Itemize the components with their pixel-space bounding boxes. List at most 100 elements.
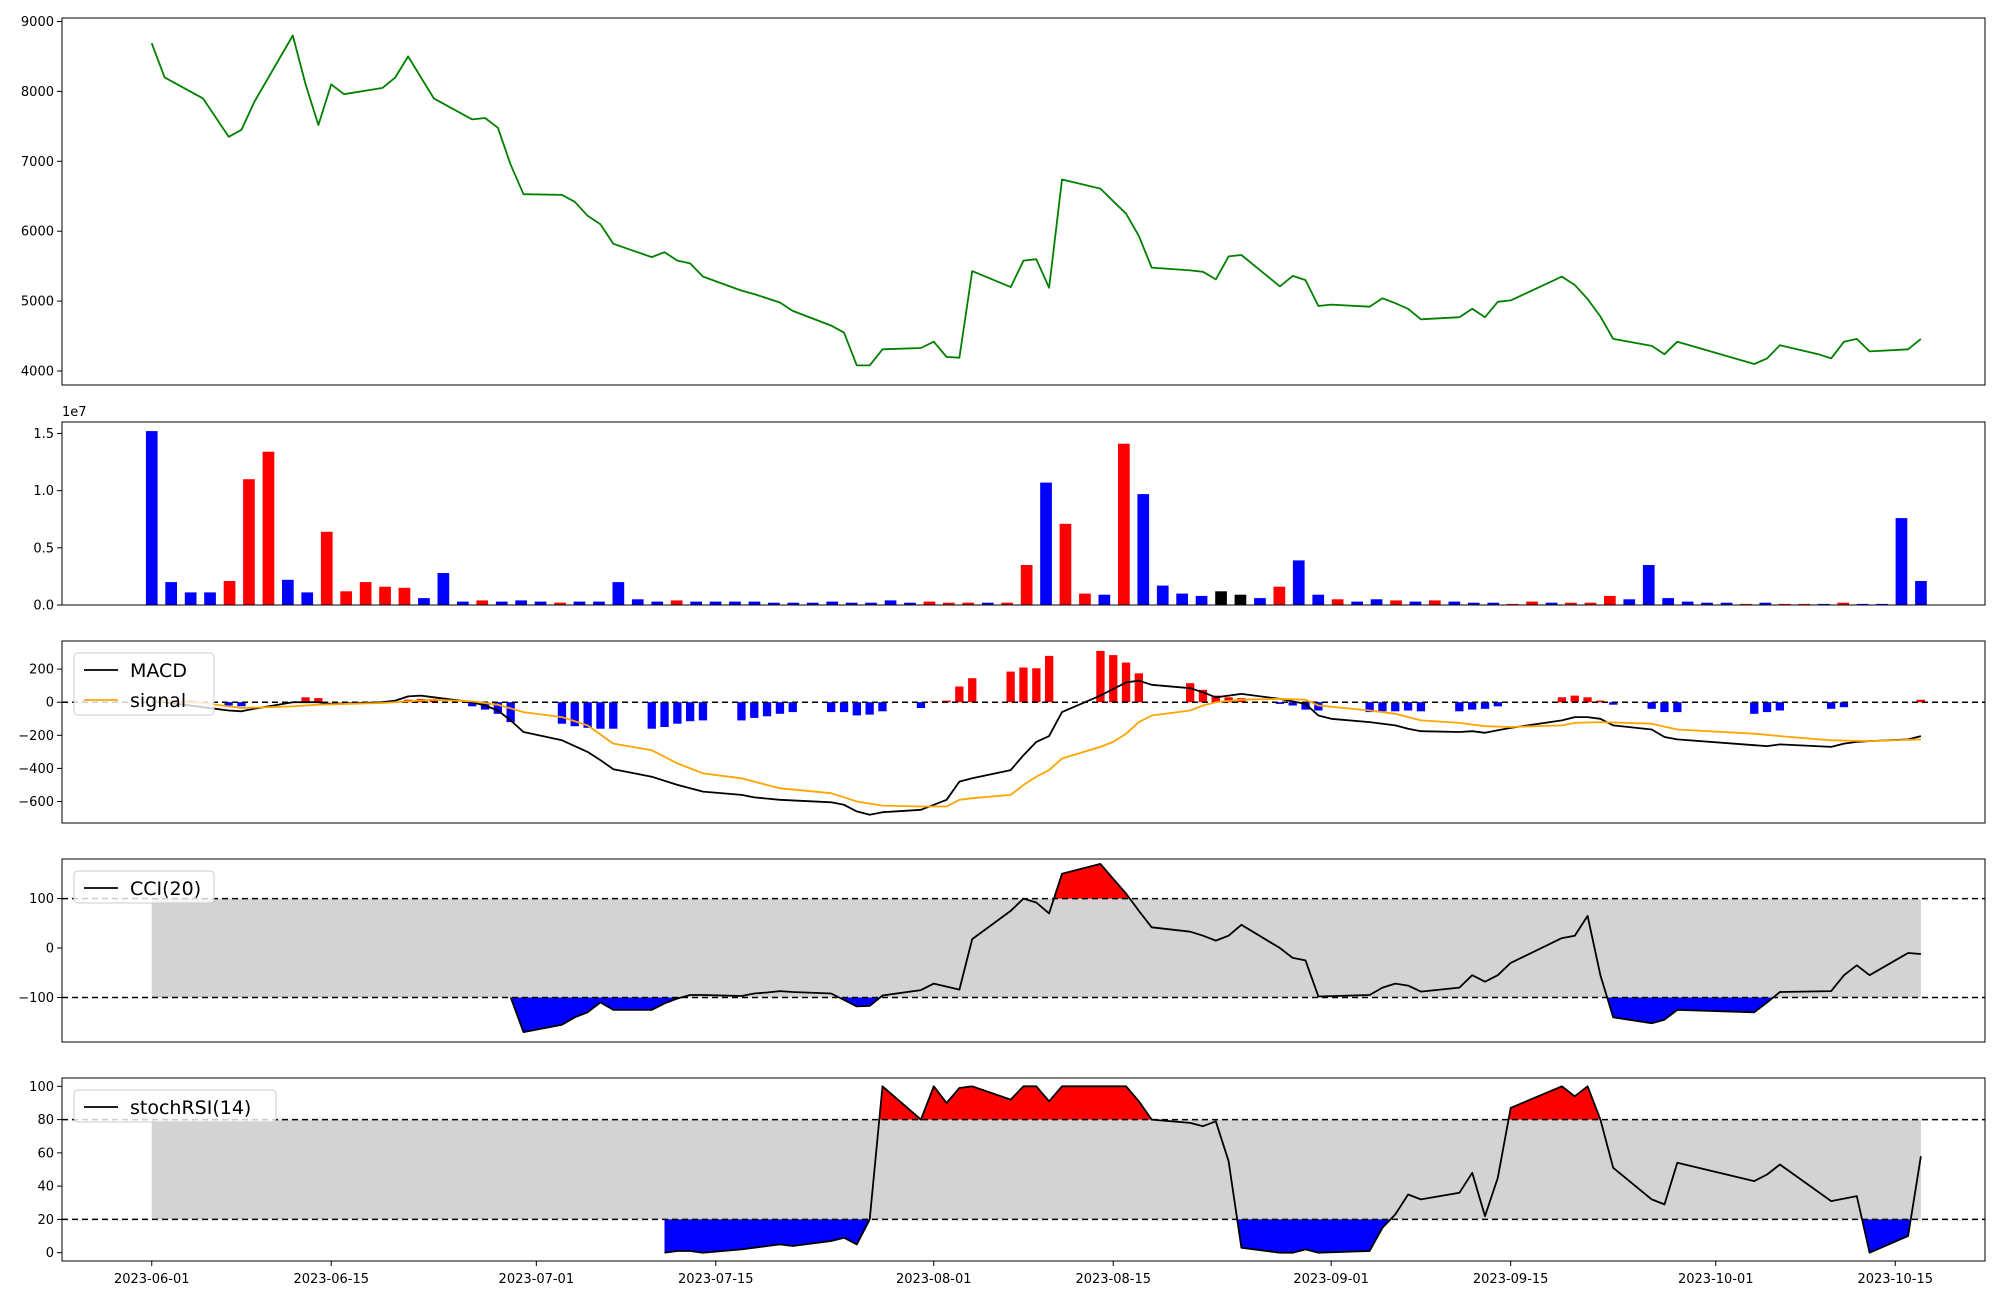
volume-bar (1779, 603, 1791, 605)
volume-bar (534, 601, 547, 605)
stochrsi-overbought-fill (920, 1086, 1152, 1120)
volume-bar (1487, 602, 1500, 605)
macd-histogram-bar (301, 697, 310, 703)
cci-band (151, 898, 1921, 998)
volume-bar (1915, 581, 1927, 605)
price-line (150, 34, 1922, 367)
macd-histogram-bar (1750, 702, 1759, 714)
macd-histogram-bar (1775, 702, 1784, 711)
macd-histogram-bar (839, 702, 849, 713)
volume-bar (1759, 602, 1772, 605)
macd-histogram-bar (1480, 702, 1490, 709)
volume-bar (1895, 518, 1908, 605)
volume-ytick-label: 0.5 (33, 541, 54, 556)
volume-bar (495, 601, 508, 605)
macd-histogram-bar (557, 702, 567, 724)
macd-histogram-bar (1468, 702, 1477, 710)
macd-series-signal (151, 698, 1921, 808)
stochrsi-band (151, 1119, 1921, 1220)
volume-bar (1448, 601, 1461, 605)
macd-histogram-bar (1660, 702, 1669, 713)
macd-ytick-label: −200 (18, 729, 54, 744)
volume-bar (1040, 482, 1052, 605)
volume-bar (1409, 601, 1422, 605)
macd-histogram-bar (1378, 702, 1387, 712)
volume-bar (1234, 594, 1247, 605)
volume-bar (845, 602, 858, 605)
volume-bar (923, 601, 936, 605)
volume-bar (806, 602, 819, 605)
macd-histogram-bar (1647, 702, 1656, 709)
volume-bar (223, 581, 236, 605)
macd-frame (61, 640, 1986, 824)
macd-histogram-bar (1673, 702, 1682, 713)
volume-bar (709, 601, 722, 605)
volume-bar (787, 602, 800, 605)
stochrsi-ytick-label: 100 (29, 1080, 54, 1095)
macd-histogram-bar (1455, 702, 1464, 712)
volume-bar (1098, 594, 1111, 605)
volume-bar (1390, 600, 1402, 605)
macd-histogram-bar (1570, 695, 1579, 703)
volume-bar (1740, 603, 1752, 605)
volume-ytick-label: 1.5 (33, 427, 54, 442)
macd-histogram-bar (955, 686, 964, 703)
macd-histogram-bar (968, 678, 977, 703)
volume-scale-label: 1e7 (62, 405, 87, 420)
macd-histogram-bar (1391, 702, 1400, 712)
volume-bar (1429, 600, 1441, 605)
macd-histogram-bar (865, 702, 874, 715)
volume-bar (554, 602, 566, 605)
volume-bar (573, 601, 586, 605)
macd-histogram-bar (788, 702, 797, 713)
volume-bar (1681, 601, 1694, 605)
volume-bar (1254, 598, 1266, 605)
macd-histogram-bar (1609, 702, 1618, 705)
volume-bar (320, 531, 333, 605)
macd-ytick-label: −400 (18, 762, 54, 777)
volume-bar (418, 598, 430, 605)
x-tick-label: 2023-06-01 (114, 1272, 190, 1287)
volume-bar (612, 582, 625, 605)
volume-bar (1370, 599, 1383, 605)
volume-bar (1020, 565, 1033, 605)
macd-ytick-label: 0 (46, 696, 54, 711)
volume-bar (515, 600, 527, 605)
macd-histogram-bar (237, 702, 246, 707)
volume-bar (359, 582, 372, 605)
macd-histogram-bar (686, 702, 695, 722)
volume-bar (1642, 565, 1655, 605)
macd-histogram-bar (1211, 695, 1220, 703)
macd-histogram-bar (1109, 655, 1118, 703)
price-ytick-label: 6000 (21, 225, 54, 240)
cci-legend-label: CCI(20) (130, 878, 201, 900)
x-tick-label: 2023-10-15 (1857, 1272, 1933, 1287)
volume-bar (1545, 602, 1558, 605)
volume-bar (1701, 602, 1713, 605)
volume-bar (1137, 494, 1150, 605)
macd-histogram-bar (698, 702, 708, 721)
x-tick-label: 2023-07-15 (678, 1272, 754, 1287)
price-ytick-label: 7000 (21, 155, 54, 170)
volume-bar (1876, 603, 1888, 605)
volume-bar (748, 601, 761, 605)
volume-bar (729, 601, 741, 605)
volume-bar (1506, 603, 1519, 605)
stochrsi-ytick-label: 0 (46, 1246, 54, 1261)
volume-bar (184, 592, 197, 605)
stochrsi-legend-label: stochRSI(14) (130, 1097, 251, 1119)
volume-bar (768, 602, 780, 605)
macd-histogram-bar (1762, 702, 1772, 713)
macd-histogram-bar (1224, 697, 1233, 703)
cci-ytick-label: −100 (18, 991, 54, 1006)
volume-bar (457, 601, 469, 605)
volume-bar (1331, 599, 1344, 605)
macd-histogram-bar (1596, 700, 1605, 703)
volume-ytick-label: 0.0 (33, 599, 54, 614)
volume-bar (1215, 591, 1227, 605)
volume-bar (943, 602, 955, 605)
macd-histogram-bar (852, 702, 861, 716)
volume-bar (1118, 443, 1130, 605)
x-tick-label: 2023-06-15 (293, 1272, 369, 1287)
